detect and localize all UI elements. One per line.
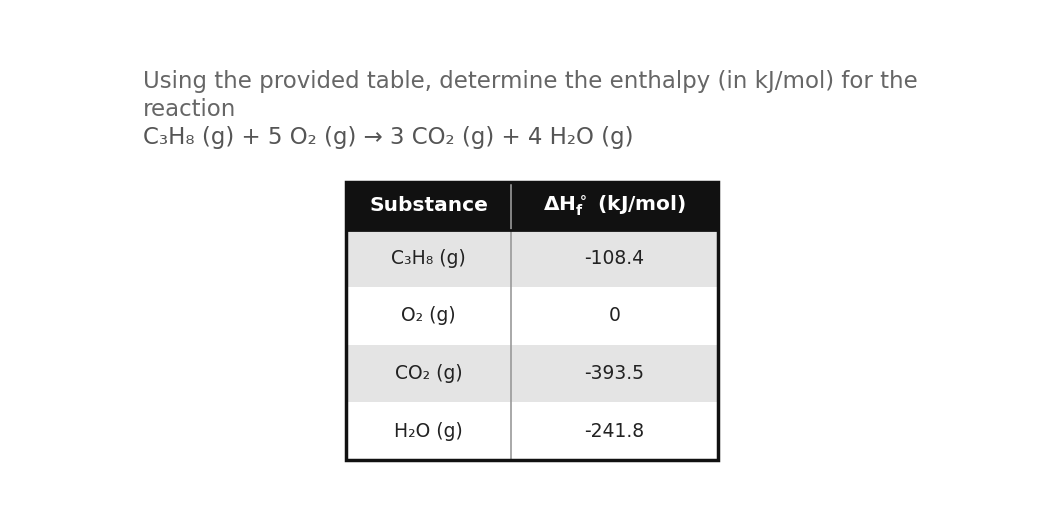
Bar xyxy=(345,182,718,230)
Text: C₃H₈ (g) + 5 O₂ (g) → 3 CO₂ (g) + 4 H₂O (g): C₃H₈ (g) + 5 O₂ (g) → 3 CO₂ (g) + 4 H₂O … xyxy=(143,127,633,150)
Text: Using the provided table, determine the enthalpy (in kJ/mol) for the: Using the provided table, determine the … xyxy=(143,70,918,93)
Text: reaction: reaction xyxy=(143,98,236,121)
Text: CO₂ (g): CO₂ (g) xyxy=(395,364,462,383)
Bar xyxy=(345,402,718,460)
Bar xyxy=(345,287,718,345)
Text: 0: 0 xyxy=(609,306,621,326)
Text: -108.4: -108.4 xyxy=(585,249,645,268)
Text: O₂ (g): O₂ (g) xyxy=(401,306,456,326)
Bar xyxy=(345,182,718,460)
Text: -393.5: -393.5 xyxy=(585,364,645,383)
Text: C₃H₈ (g): C₃H₈ (g) xyxy=(391,249,466,268)
Text: -241.8: -241.8 xyxy=(585,421,645,441)
Bar xyxy=(345,345,718,402)
Text: Substance: Substance xyxy=(369,196,488,215)
Text: H₂O (g): H₂O (g) xyxy=(394,421,463,441)
Text: $\mathbf{\Delta H_f^\circ}$ $\mathbf{(kJ/mol)}$: $\mathbf{\Delta H_f^\circ}$ $\mathbf{(kJ… xyxy=(543,193,686,218)
Bar xyxy=(345,230,718,287)
